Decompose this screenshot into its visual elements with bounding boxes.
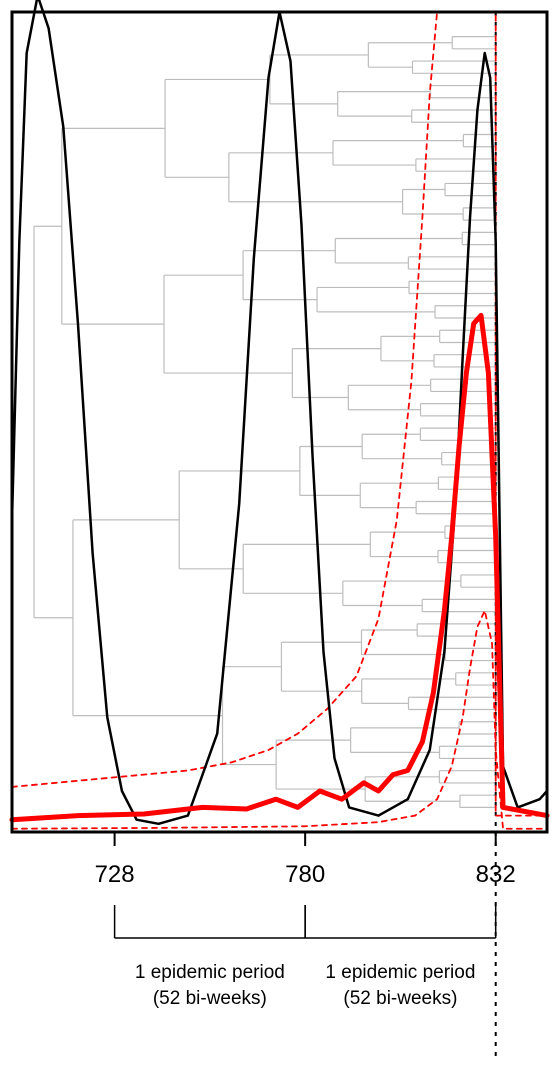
period-label-line1: 1 epidemic period — [325, 962, 475, 983]
x-tick-label: 832 — [476, 861, 516, 888]
phylogeny-tree — [34, 37, 496, 808]
period-bracket — [305, 905, 496, 938]
period-label-line2: (52 bi-weeks) — [153, 988, 267, 1009]
red-ci-lower — [12, 611, 547, 829]
x-tick-label: 780 — [285, 861, 325, 888]
x-tick-label: 728 — [95, 861, 135, 888]
black-incidence-curve — [12, 0, 547, 824]
period-label-line1: 1 epidemic period — [135, 962, 285, 983]
period-bracket — [115, 905, 306, 938]
period-label-line2: (52 bi-weeks) — [343, 988, 457, 1009]
epidemic-chart: 728 780 832 1 epidemic period (52 bi-weeks) 1… — [0, 0, 559, 1070]
